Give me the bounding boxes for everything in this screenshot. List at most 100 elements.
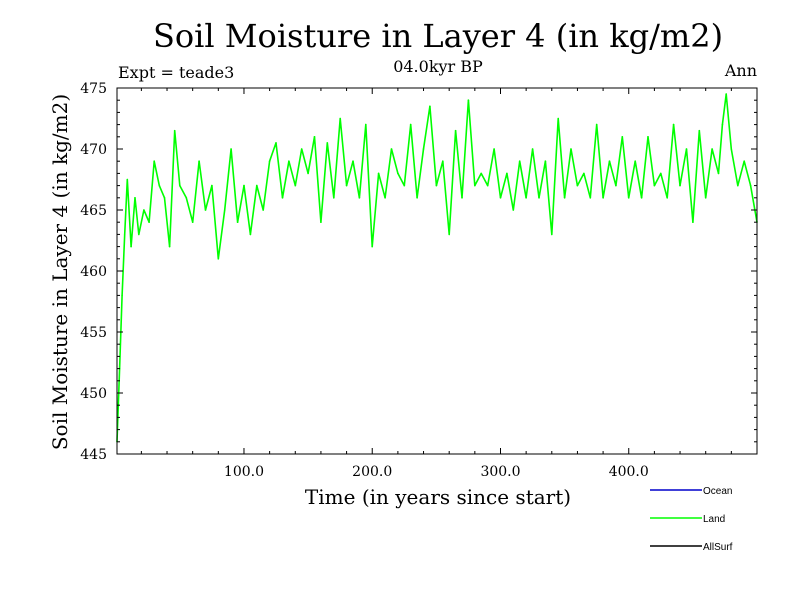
- data-point: [660, 172, 662, 175]
- data-point: [243, 184, 245, 187]
- data-point: [275, 142, 277, 144]
- data-point: [138, 233, 140, 236]
- x-axis-label: Time (in years since start): [305, 485, 571, 509]
- legend-label: Land: [703, 514, 725, 525]
- y-tick-label: 455: [80, 325, 107, 341]
- data-point: [551, 233, 553, 236]
- data-point: [576, 184, 579, 187]
- data-point: [300, 148, 303, 150]
- data-point: [416, 197, 418, 199]
- data-point: [255, 184, 258, 187]
- data-point: [570, 148, 572, 150]
- data-point: [442, 160, 444, 162]
- data-point: [384, 197, 386, 199]
- data-point: [365, 123, 367, 126]
- data-point: [333, 197, 335, 199]
- data-point: [474, 184, 476, 187]
- data-point: [563, 197, 566, 199]
- data-point: [326, 142, 329, 144]
- data-point: [262, 209, 265, 211]
- data-point: [236, 221, 239, 223]
- data-point: [429, 105, 431, 108]
- y-tick-label: 450: [80, 386, 107, 402]
- data-point: [749, 184, 752, 187]
- data-point: [217, 258, 220, 260]
- chart-title: Soil Moisture in Layer 4 (in kg/m2): [153, 17, 723, 55]
- x-tick-label: 300.0: [480, 464, 520, 480]
- data-point: [130, 245, 132, 248]
- data-point: [397, 172, 399, 175]
- data-point: [158, 184, 161, 187]
- data-point: [448, 233, 451, 236]
- data-point: [583, 172, 585, 175]
- data-point: [717, 172, 720, 175]
- data-point: [281, 197, 284, 199]
- data-point: [339, 117, 342, 120]
- data-point: [704, 197, 707, 199]
- data-point: [294, 184, 297, 187]
- data-point: [692, 221, 694, 223]
- data-point: [711, 148, 713, 150]
- data-point: [126, 178, 129, 181]
- legend-item-land: Land: [650, 514, 725, 525]
- data-point: [467, 99, 470, 101]
- data-point: [185, 197, 188, 199]
- data-point: [134, 197, 136, 199]
- data-point: [518, 160, 521, 162]
- data-point: [121, 294, 123, 297]
- data-point: [595, 123, 598, 126]
- y-tick-label: 460: [80, 264, 107, 280]
- data-point: [143, 209, 145, 211]
- data-point: [499, 197, 502, 199]
- data-point: [211, 184, 213, 187]
- data-point: [672, 123, 675, 126]
- data-point: [525, 197, 527, 199]
- y-tick-label: 445: [80, 447, 107, 463]
- data-point: [685, 148, 688, 150]
- data-point: [163, 197, 166, 199]
- data-point: [730, 148, 733, 150]
- data-point: [320, 221, 322, 223]
- data-point: [371, 245, 374, 248]
- data-point: [743, 160, 745, 162]
- chart-subtitle: 04.0kyr BP: [393, 57, 483, 76]
- data-point: [358, 197, 361, 199]
- data-point: [666, 197, 668, 199]
- data-point: [634, 160, 636, 162]
- legend-label: AllSurf: [703, 542, 733, 553]
- data-point: [390, 148, 393, 150]
- data-point: [377, 172, 380, 175]
- data-point: [179, 184, 181, 187]
- plot-frame: [116, 87, 758, 455]
- data-point: [506, 172, 508, 175]
- series-layer: [116, 93, 758, 443]
- data-point: [737, 184, 739, 187]
- data-point: [608, 160, 611, 162]
- legend: Ocean Land AllSurf: [650, 486, 733, 553]
- data-point: [223, 209, 226, 211]
- data-point: [307, 172, 309, 175]
- data-point: [640, 197, 643, 199]
- y-axis-label: Soil Moisture in Layer 4 (in kg/m2): [48, 94, 72, 450]
- data-point: [168, 245, 171, 248]
- data-point: [721, 123, 724, 126]
- y-tick-label: 470: [80, 142, 107, 158]
- y-tick-label: 475: [80, 81, 107, 97]
- data-point: [313, 136, 316, 138]
- data-point: [538, 197, 540, 199]
- data-point: [173, 129, 176, 132]
- data-point: [403, 184, 406, 187]
- data-point: [531, 148, 534, 150]
- data-point: [204, 209, 207, 211]
- x-tick-label: 400.0: [609, 464, 649, 480]
- data-point: [409, 123, 412, 126]
- data-point: [461, 197, 463, 199]
- data-point: [230, 148, 232, 150]
- data-point: [268, 160, 271, 162]
- data-point: [512, 209, 515, 211]
- x-tick-label: 200.0: [352, 464, 392, 480]
- data-point: [422, 148, 425, 150]
- season-label: Ann: [724, 61, 757, 80]
- data-point: [627, 197, 630, 199]
